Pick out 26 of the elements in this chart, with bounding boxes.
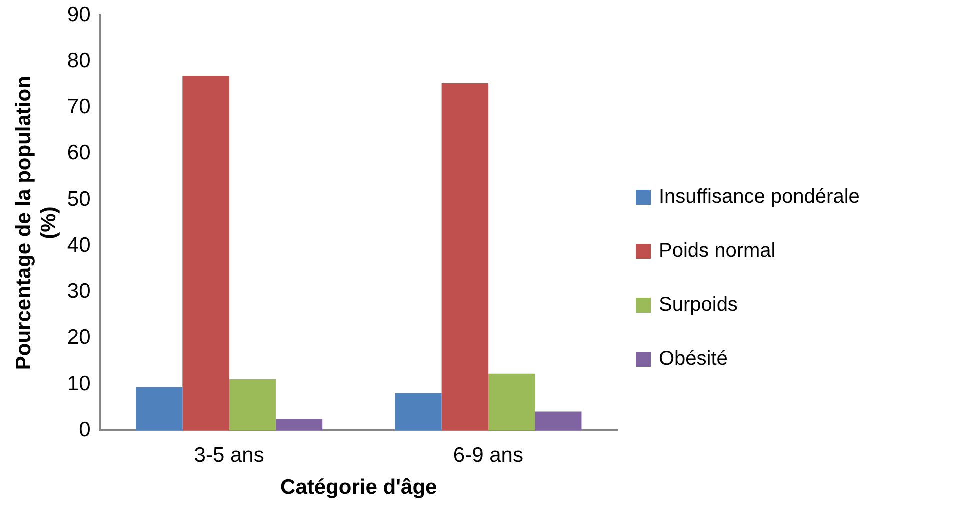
legend-label: Obésité — [659, 348, 728, 370]
bar — [535, 412, 582, 431]
x-tick-label: 3-5 ans — [194, 444, 264, 467]
bar — [182, 76, 230, 431]
y-tick-label: 60 — [67, 142, 91, 165]
y-tick-label: 90 — [67, 3, 91, 26]
y-tick-label: 40 — [67, 234, 91, 257]
bar — [136, 387, 183, 431]
y-tick-label: 70 — [67, 96, 91, 119]
y-tick-label: 0 — [79, 418, 91, 442]
bar — [442, 83, 488, 431]
legend-label: Poids normal — [659, 240, 776, 262]
y-tick-label: 10 — [67, 372, 91, 396]
bar — [276, 419, 323, 431]
y-tick-label: 20 — [67, 326, 91, 350]
y-axis-title: Pourcentage de la population (%) — [12, 76, 61, 370]
y-tick-label: 50 — [67, 188, 91, 211]
bar — [229, 379, 276, 431]
x-tick-label: 6-9 ans — [453, 444, 524, 467]
legend-label: Insuffisance pondérale — [659, 186, 860, 208]
y-tick-label: 80 — [67, 50, 91, 73]
legend-label: Surpoids — [659, 294, 738, 316]
bar — [488, 374, 536, 431]
y-tick-label: 30 — [67, 280, 91, 304]
bar — [395, 393, 442, 431]
x-axis-title: Catégorie d'âge — [280, 476, 438, 500]
